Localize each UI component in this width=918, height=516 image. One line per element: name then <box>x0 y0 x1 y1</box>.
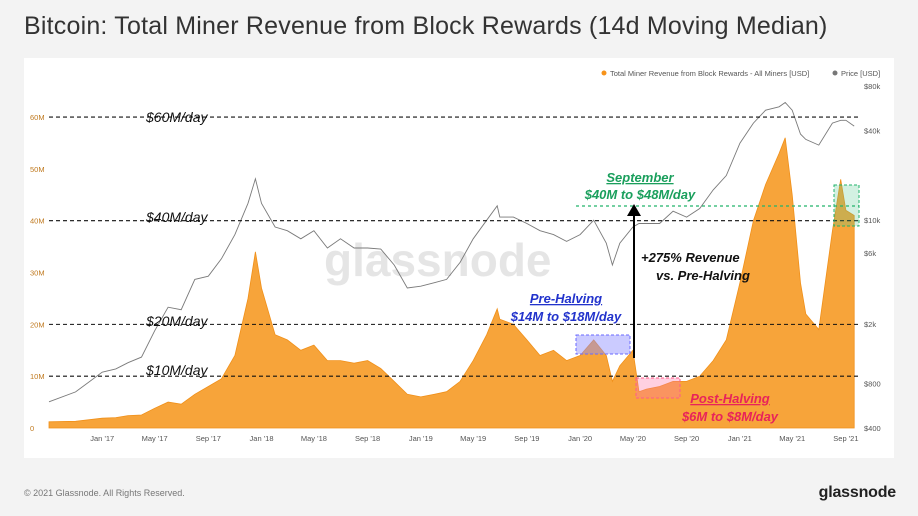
september-range: $40M to $48M/day <box>584 187 696 202</box>
legend-swatch-price <box>832 70 838 76</box>
revenue-area <box>48 137 855 429</box>
price-line <box>48 101 855 403</box>
pre-halving-box <box>575 334 631 355</box>
x-tick-label: Jan '21 <box>728 434 752 443</box>
chart-panel: Total Miner Revenue from Block Rewards -… <box>24 58 894 458</box>
x-tick-label: Sep '18 <box>355 434 380 443</box>
y-right-tick-label: $10k <box>864 216 881 225</box>
label-60m: $60M/day <box>145 109 208 125</box>
x-tick-label: Sep '19 <box>514 434 539 443</box>
post-halving-box <box>635 377 681 399</box>
y-right-tick-label: $80k <box>864 82 881 91</box>
y-left-tick-label: 30M <box>30 269 45 278</box>
x-tick-label: Sep '17 <box>196 434 221 443</box>
x-tick-label: Jan '17 <box>90 434 114 443</box>
price-series <box>48 101 855 403</box>
y-right-tick-label: $6k <box>864 249 876 258</box>
y-left-tick-label: 50M <box>30 165 45 174</box>
x-tick-label: May '21 <box>779 434 805 443</box>
x-tick-label: Jan '19 <box>409 434 433 443</box>
x-tick-label: May '17 <box>142 434 168 443</box>
y-left-tick-label: 60M <box>30 113 45 122</box>
chart-title: Bitcoin: Total Miner Revenue from Block … <box>24 12 828 40</box>
post-halving-title: Post-Halving <box>690 391 770 406</box>
label-40m: $40M/day <box>145 209 208 225</box>
y-left-tick-label: 40M <box>30 217 45 226</box>
y-right-tick-label: $2k <box>864 320 876 329</box>
x-tick-label: Sep '21 <box>833 434 858 443</box>
y-right-tick-label: $40k <box>864 127 881 136</box>
x-tick-label: May '20 <box>620 434 646 443</box>
legend-label-price: Price [USD] <box>841 69 880 78</box>
pre-halving-range: $14M to $18M/day <box>510 309 622 324</box>
revenue-series <box>48 137 855 429</box>
revenue-arrow-head <box>627 204 641 216</box>
axes: Jan '17 May '17 Sep '17 Jan '18 May '18 Sep '… <box>30 82 881 443</box>
chart-svg: Total Miner Revenue from Block Rewards -… <box>30 69 881 443</box>
y-right-tick-label: $800 <box>864 379 881 388</box>
y-right-tick-label: $400 <box>864 424 881 433</box>
y-left-tick-label: 20M <box>30 320 45 329</box>
label-10m: $10M/day <box>145 362 208 378</box>
x-tick-label: May '19 <box>460 434 486 443</box>
y-left-tick-label: 10M <box>30 372 45 381</box>
x-tick-label: Jan '20 <box>568 434 592 443</box>
x-tick-label: May '18 <box>301 434 327 443</box>
legend: Total Miner Revenue from Block Rewards -… <box>601 69 880 78</box>
september-title: September <box>606 170 674 185</box>
brand-logo: glassnode <box>818 484 897 501</box>
legend-label-revenue: Total Miner Revenue from Block Rewards -… <box>610 69 809 78</box>
x-tick-label: Jan '18 <box>250 434 274 443</box>
watermark: glassnode <box>324 234 552 286</box>
post-halving-range: $6M to $8M/day <box>681 409 779 424</box>
pre-halving-title: Pre-Halving <box>530 291 602 306</box>
label-20m: $20M/day <box>145 313 208 329</box>
revenue-increase-line2: vs. Pre-Halving <box>656 268 750 283</box>
reference-lines <box>49 116 859 377</box>
y-left-tick-label: 0 <box>30 424 34 433</box>
copyright: © 2021 Glassnode. All Rights Reserved. <box>24 488 185 498</box>
x-tick-label: Sep '20 <box>674 434 699 443</box>
revenue-increase-line1: +275% Revenue <box>641 250 740 265</box>
legend-swatch-revenue <box>601 70 607 76</box>
